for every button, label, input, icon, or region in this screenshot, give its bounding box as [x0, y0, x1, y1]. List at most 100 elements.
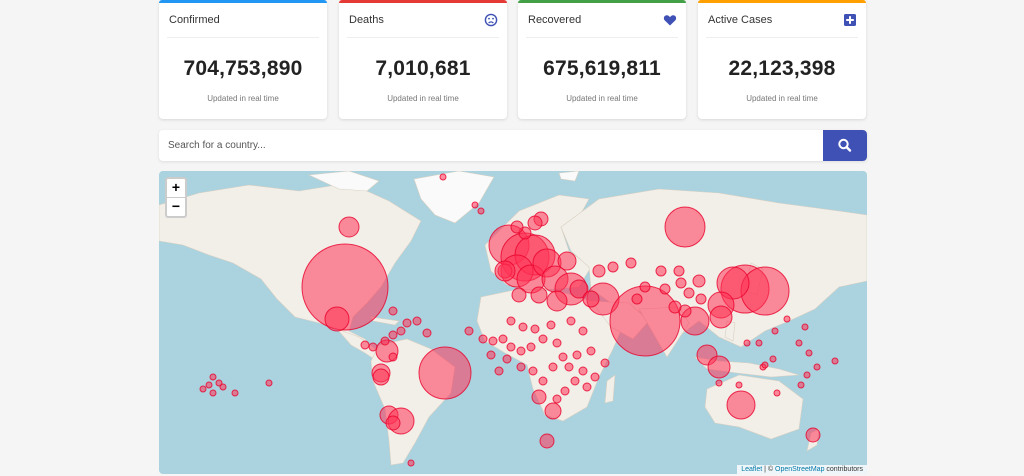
case-circle[interactable]: [526, 342, 536, 352]
case-circle[interactable]: [478, 334, 488, 344]
case-circle[interactable]: [422, 328, 432, 338]
case-circle[interactable]: [578, 326, 588, 336]
map-canvas[interactable]: [159, 171, 867, 474]
case-circle[interactable]: [502, 354, 512, 364]
case-circle[interactable]: [552, 338, 562, 348]
case-circle[interactable]: [715, 379, 723, 387]
case-circle[interactable]: [498, 334, 508, 344]
case-circle[interactable]: [655, 265, 667, 277]
case-circle[interactable]: [518, 322, 528, 332]
case-circle[interactable]: [695, 293, 707, 305]
case-circle[interactable]: [600, 358, 610, 368]
case-circle[interactable]: [572, 350, 582, 360]
osm-link[interactable]: OpenStreetMap: [775, 466, 825, 473]
case-circle[interactable]: [385, 415, 401, 431]
case-circle[interactable]: [783, 315, 791, 323]
case-circle[interactable]: [586, 346, 596, 356]
case-circle[interactable]: [639, 281, 651, 293]
case-circle[interactable]: [510, 220, 524, 234]
case-circle[interactable]: [797, 381, 805, 389]
case-circle[interactable]: [803, 371, 811, 379]
case-circle[interactable]: [506, 316, 516, 326]
case-circle[interactable]: [771, 327, 779, 335]
case-circle[interactable]: [659, 283, 671, 295]
case-circle[interactable]: [773, 389, 781, 397]
case-circle[interactable]: [209, 373, 217, 381]
case-circle[interactable]: [538, 334, 548, 344]
case-circle[interactable]: [805, 427, 821, 443]
case-circle[interactable]: [231, 389, 239, 397]
case-circle[interactable]: [625, 257, 637, 269]
world-map[interactable]: + − Leaflet | © OpenStreetMap contributo…: [159, 171, 867, 474]
case-circle[interactable]: [486, 350, 496, 360]
case-circle[interactable]: [631, 293, 643, 305]
case-circle[interactable]: [360, 340, 370, 350]
case-circle[interactable]: [539, 433, 555, 449]
case-circle[interactable]: [544, 402, 562, 420]
case-circle[interactable]: [494, 260, 516, 282]
case-circle[interactable]: [805, 349, 813, 357]
case-circle[interactable]: [570, 376, 580, 386]
case-circle[interactable]: [516, 362, 526, 372]
case-circle[interactable]: [813, 363, 821, 371]
case-circle[interactable]: [388, 330, 398, 340]
case-circle[interactable]: [511, 287, 527, 303]
case-circle[interactable]: [707, 355, 731, 379]
case-circle[interactable]: [607, 261, 619, 273]
zoom-out-button[interactable]: −: [171, 198, 181, 214]
case-circle[interactable]: [564, 362, 574, 372]
case-circle[interactable]: [582, 290, 600, 308]
case-circle[interactable]: [609, 285, 681, 357]
case-circle[interactable]: [546, 320, 556, 330]
case-circle[interactable]: [219, 383, 227, 391]
case-circle[interactable]: [209, 389, 217, 397]
case-circle[interactable]: [578, 366, 588, 376]
case-circle[interactable]: [215, 379, 223, 387]
case-circle[interactable]: [531, 389, 547, 405]
case-circle[interactable]: [199, 385, 207, 393]
case-circle[interactable]: [388, 352, 398, 362]
case-circle[interactable]: [692, 274, 706, 288]
case-circle[interactable]: [552, 394, 562, 404]
case-circle[interactable]: [673, 265, 685, 277]
leaflet-link[interactable]: Leaflet: [741, 466, 763, 473]
case-circle[interactable]: [464, 326, 474, 336]
case-circle[interactable]: [735, 381, 743, 389]
case-circle[interactable]: [683, 287, 695, 299]
case-circle[interactable]: [402, 318, 412, 328]
case-circle[interactable]: [372, 368, 390, 386]
case-circle[interactable]: [566, 316, 576, 326]
case-circle[interactable]: [668, 300, 682, 314]
search-button[interactable]: [823, 130, 867, 161]
case-circle[interactable]: [516, 346, 526, 356]
case-circle[interactable]: [801, 323, 809, 331]
zoom-in-button[interactable]: +: [167, 179, 185, 198]
case-circle[interactable]: [301, 243, 389, 331]
case-circle[interactable]: [528, 366, 538, 376]
case-circle[interactable]: [530, 324, 540, 334]
case-circle[interactable]: [338, 216, 360, 238]
case-circle[interactable]: [675, 277, 687, 289]
case-circle[interactable]: [407, 459, 415, 467]
case-circle[interactable]: [548, 362, 558, 372]
case-circle[interactable]: [546, 290, 568, 312]
case-circle[interactable]: [265, 379, 273, 387]
case-circle[interactable]: [761, 361, 769, 369]
case-circle[interactable]: [831, 357, 839, 365]
case-circle[interactable]: [380, 336, 390, 346]
case-circle[interactable]: [769, 355, 777, 363]
case-circle[interactable]: [324, 306, 350, 332]
search-input[interactable]: [159, 130, 821, 161]
case-circle[interactable]: [726, 390, 756, 420]
case-circle[interactable]: [388, 306, 398, 316]
case-circle[interactable]: [709, 305, 733, 329]
case-circle[interactable]: [582, 382, 592, 392]
case-circle[interactable]: [558, 352, 568, 362]
case-circle[interactable]: [557, 251, 577, 271]
case-circle[interactable]: [488, 336, 498, 346]
case-circle[interactable]: [740, 266, 790, 316]
case-circle[interactable]: [412, 316, 422, 326]
case-circle[interactable]: [205, 381, 213, 389]
case-circle[interactable]: [506, 342, 516, 352]
case-circle[interactable]: [592, 264, 606, 278]
